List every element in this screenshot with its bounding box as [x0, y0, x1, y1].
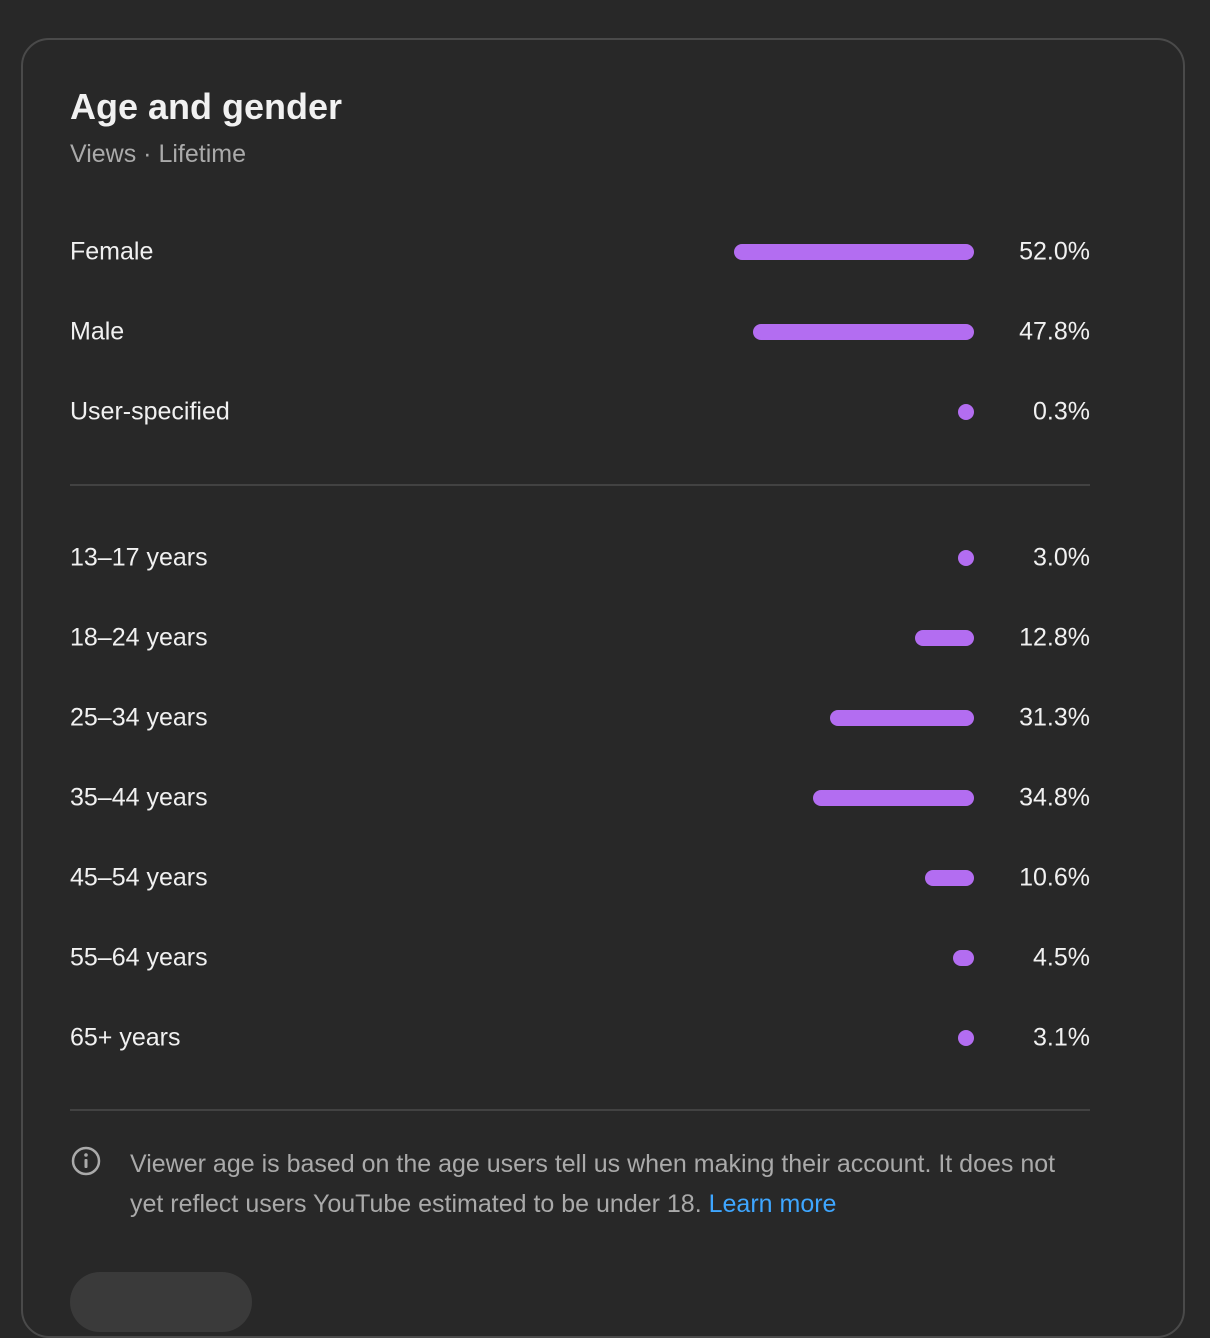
row-percentage: 10.6% [1019, 863, 1090, 892]
section-divider [70, 484, 1090, 486]
row-label: 65+ years [70, 1023, 181, 1052]
gender-row: User-specified 0.3% [70, 392, 1090, 432]
row-bar [925, 870, 974, 886]
row-bar [958, 550, 974, 566]
row-label: 35–44 years [70, 783, 208, 812]
row-percentage: 31.3% [1019, 703, 1090, 732]
info-note: Viewer age is based on the age users tel… [130, 1144, 1095, 1224]
age-row: 13–17 years 3.0% [70, 538, 1090, 578]
row-bar [734, 244, 974, 260]
row-percentage: 34.8% [1019, 783, 1090, 812]
row-label: Male [70, 317, 125, 346]
card-subtitle: Views · Lifetime [70, 140, 246, 168]
row-label: User-specified [70, 397, 230, 426]
row-label: 18–24 years [70, 623, 208, 652]
info-note-text: Viewer age is based on the age users tel… [130, 1150, 1056, 1218]
card-footer-button[interactable] [70, 1272, 252, 1332]
row-bar [958, 1030, 974, 1046]
row-label: 25–34 years [70, 703, 208, 732]
row-label: 45–54 years [70, 863, 208, 892]
row-bar [753, 324, 974, 340]
age-row: 18–24 years 12.8% [70, 618, 1090, 658]
row-percentage: 12.8% [1019, 623, 1090, 652]
row-percentage: 3.0% [1033, 543, 1090, 572]
row-bar [958, 404, 974, 420]
gender-row: Male 47.8% [70, 312, 1090, 352]
learn-more-link[interactable]: Learn more [708, 1190, 837, 1218]
card-title: Age and gender [70, 86, 343, 127]
row-percentage: 0.3% [1033, 397, 1090, 426]
info-icon [71, 1146, 101, 1176]
row-bar [830, 710, 974, 726]
row-percentage: 47.8% [1019, 317, 1090, 346]
age-row: 25–34 years 31.3% [70, 698, 1090, 738]
row-label: Female [70, 237, 154, 266]
row-bar [915, 630, 974, 646]
row-percentage: 4.5% [1033, 943, 1090, 972]
row-bar [813, 790, 974, 806]
row-percentage: 3.1% [1033, 1023, 1090, 1052]
section-divider [70, 1109, 1090, 1111]
age-gender-card [21, 38, 1185, 1338]
row-label: 55–64 years [70, 943, 208, 972]
age-row: 65+ years 3.1% [70, 1018, 1090, 1058]
row-percentage: 52.0% [1019, 237, 1090, 266]
age-row: 45–54 years 10.6% [70, 858, 1090, 898]
gender-row: Female 52.0% [70, 232, 1090, 272]
row-bar [953, 950, 974, 966]
age-row: 35–44 years 34.8% [70, 778, 1090, 818]
age-row: 55–64 years 4.5% [70, 938, 1090, 978]
row-label: 13–17 years [70, 543, 208, 572]
